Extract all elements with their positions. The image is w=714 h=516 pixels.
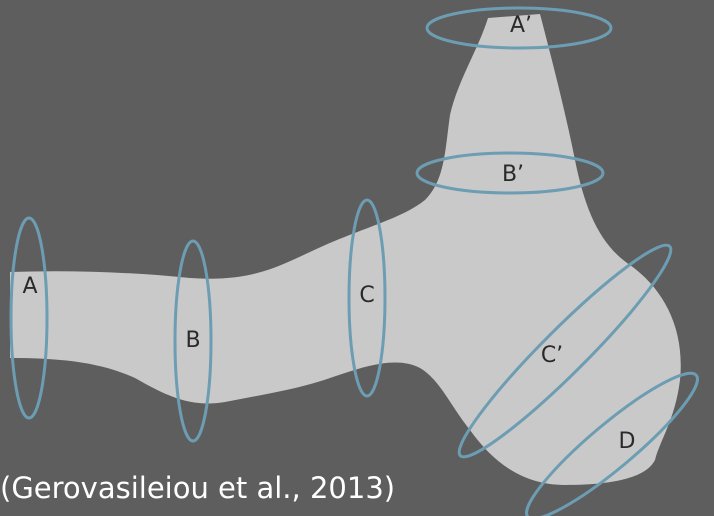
section-label: C — [359, 283, 374, 308]
section-label: C’ — [541, 343, 563, 368]
section-label: A — [22, 274, 37, 299]
section-label: D — [619, 429, 636, 454]
section-ring — [415, 151, 605, 195]
section-ring — [347, 198, 387, 398]
citation: (Gerovasileiou et al., 2013) — [0, 471, 395, 505]
section-label: B’ — [502, 162, 524, 187]
cave-outline — [10, 14, 681, 485]
section-ring — [9, 216, 49, 420]
section-ring — [457, 243, 673, 459]
section-ring — [525, 371, 699, 516]
section-label: B — [185, 328, 200, 353]
section-ring — [173, 239, 213, 443]
section-ring — [425, 6, 613, 50]
section-label: A’ — [510, 13, 532, 38]
